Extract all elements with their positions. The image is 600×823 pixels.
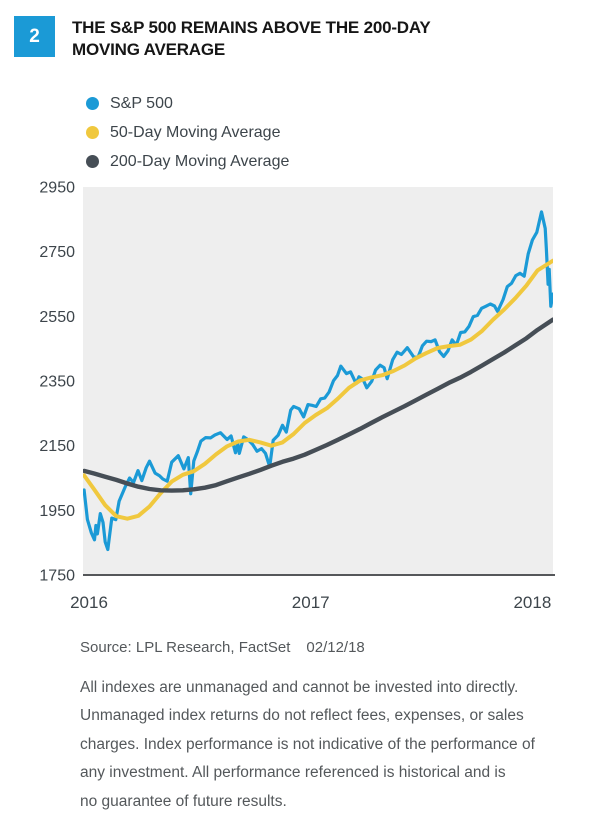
- legend-item-50day-ma: 50-Day Moving Average: [86, 118, 289, 147]
- legend-item-sp500: S&P 500: [86, 89, 289, 118]
- series-line-s-p-500: [83, 210, 553, 552]
- source-date: 02/12/18: [306, 639, 365, 656]
- series-line-50-day-moving-average: [83, 258, 553, 521]
- plot-area: [83, 187, 553, 575]
- disclaimer-line: All indexes are unmanaged and cannot be …: [80, 679, 519, 696]
- y-tick-label: 2550: [39, 309, 75, 326]
- price-line-chart: 1750 1950 2150 2350 2550 2750 2950 2016 2017 2018: [39, 180, 555, 612]
- y-tick-label: 2150: [39, 438, 75, 455]
- disclaimer-line: no guarantee of future results.: [80, 792, 287, 810]
- legend-label-sp500: S&P 500: [110, 94, 173, 112]
- y-tick-label: 2350: [39, 374, 75, 391]
- source-line: Source: LPL Research, FactSet 02/12/18: [80, 639, 365, 656]
- 200day-ma-dot-icon: [86, 155, 99, 168]
- chart-legend: S&P 500 50-Day Moving Average 200-Day Mo…: [86, 89, 289, 176]
- y-tick-label: 1750: [39, 568, 75, 585]
- y-tick-label: 2750: [39, 244, 75, 261]
- legend-label-200day-ma: 200-Day Moving Average: [110, 152, 290, 170]
- x-tick-label: 2018: [513, 593, 551, 612]
- series-line-200-day-moving-average: [83, 317, 553, 493]
- y-tick-label: 2950: [39, 180, 75, 197]
- legend-label-50day-ma: 50-Day Moving Average: [110, 123, 281, 141]
- legend-item-200day-ma: 200-Day Moving Average: [86, 147, 289, 176]
- sp500-dot-icon: [86, 97, 99, 110]
- figure-number: 2: [29, 25, 40, 47]
- chart-title-line1: THE S&P 500 REMAINS ABOVE THE 200-DAY: [72, 18, 431, 37]
- 50day-ma-dot-icon: [86, 126, 99, 139]
- chart-title-line2: MOVING AVERAGE: [72, 40, 226, 59]
- x-tick-label: 2016: [70, 593, 108, 612]
- chart-title: THE S&P 500 REMAINS ABOVE THE 200-DAY MO…: [72, 17, 431, 61]
- x-tick-label: 2017: [292, 593, 330, 612]
- y-tick-label: 1950: [39, 503, 75, 520]
- disclaimer-line: Unmanaged index returns do not reflect f…: [80, 707, 524, 725]
- disclaimer-line: any investment. All performance referenc…: [80, 764, 506, 782]
- disclaimer-line: charges. Index performance is not indica…: [80, 735, 535, 753]
- disclaimer-text: All indexes are unmanaged and cannot be …: [80, 674, 535, 816]
- source-label: Source: LPL Research, FactSet: [80, 639, 291, 656]
- figure-number-badge: 2: [14, 16, 55, 57]
